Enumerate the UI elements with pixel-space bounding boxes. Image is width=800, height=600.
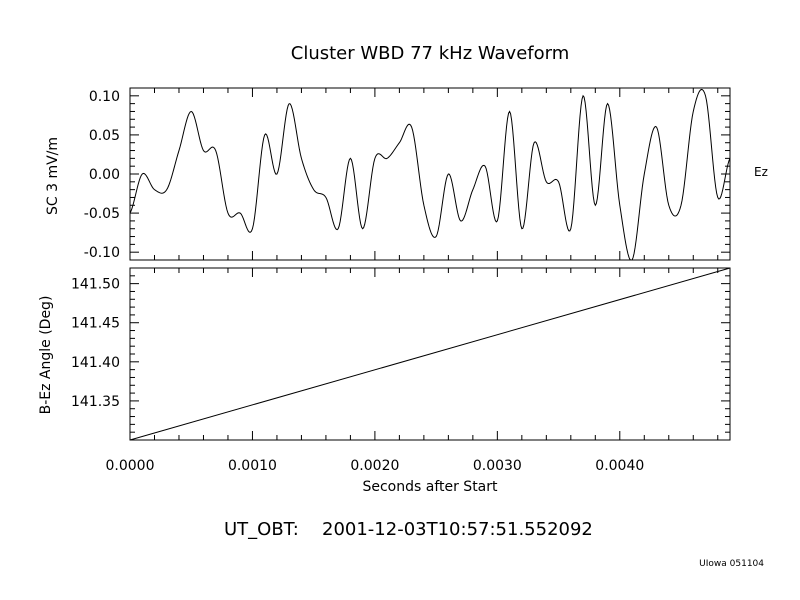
chart-title: Cluster WBD 77 kHz Waveform xyxy=(291,43,569,64)
y-tick-label: 141.35 xyxy=(71,394,120,410)
credit-label: UIowa 051104 xyxy=(699,559,764,569)
x-axis-label: Seconds after Start xyxy=(362,479,498,495)
angle-y-axis-label: B-Ez Angle (Deg) xyxy=(38,296,54,415)
waveform-panel: 0.10 0.05 0.00 -0.05 -0.10 SC 3 mV/m Ez xyxy=(45,87,768,261)
x-tick-label: 0.0010 xyxy=(228,458,277,474)
waveform-x-ticks xyxy=(129,88,719,260)
waveform-plot-frame xyxy=(129,87,731,261)
ut-value: 2001-12-03T10:57:51.552092 xyxy=(322,519,593,540)
x-tick-label: 0.0000 xyxy=(106,458,155,474)
x-tick-label: 0.0020 xyxy=(350,458,399,474)
y-tick-label: -0.10 xyxy=(84,245,120,261)
ut-label: UT_OBT: xyxy=(224,519,299,540)
x-tick-label: 0.0040 xyxy=(595,458,644,474)
y-tick-label: 0.10 xyxy=(89,89,120,105)
angle-y-ticks: 141.50 141.45 141.40 141.35 xyxy=(71,267,730,441)
angle-series xyxy=(129,267,731,441)
angle-x-ticks: 0.0000 0.0010 0.0020 0.0030 0.0040 xyxy=(106,268,719,474)
waveform-series xyxy=(129,88,731,261)
y-tick-label: 141.40 xyxy=(71,355,120,371)
waveform-y-axis-label: SC 3 mV/m xyxy=(45,137,61,215)
channel-label: Ez xyxy=(754,165,768,179)
waveform-y-ticks: 0.10 0.05 0.00 -0.05 -0.10 xyxy=(84,87,730,261)
y-tick-label: 141.45 xyxy=(71,316,120,332)
y-tick-label: 0.00 xyxy=(89,167,120,183)
angle-panel: 0.0000 0.0010 0.0020 0.0030 0.0040 141.50141… xyxy=(38,267,731,495)
y-tick-label: 0.05 xyxy=(89,128,120,144)
series-line xyxy=(129,267,731,441)
y-tick-label: 141.50 xyxy=(71,277,120,293)
y-tick-label: -0.05 xyxy=(84,206,120,222)
series-line xyxy=(129,88,731,261)
x-tick-label: 0.0030 xyxy=(473,458,522,474)
